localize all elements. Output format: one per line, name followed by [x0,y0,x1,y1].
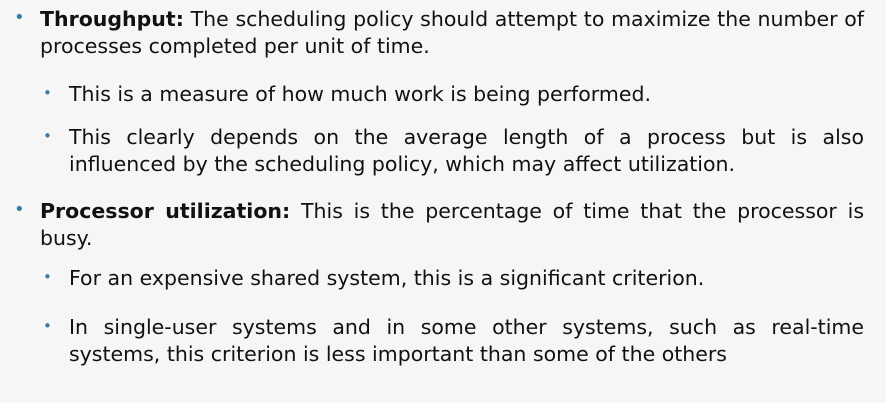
sub-bullet-icon: • [43,127,52,145]
sub-bullet-icon: • [43,317,52,335]
sub-bullet-item: This is a measure of how much work is be… [69,81,864,108]
sub-bullet-item: In single-user systems and in some other… [69,314,864,368]
bullet-icon: • [14,199,25,220]
sub-bullet-icon: • [43,84,52,102]
sub-bullet-icon: • [43,268,52,286]
term-throughput: Throughput: [40,7,184,31]
bullet-icon: • [14,7,25,28]
sub-item-text: This is a measure of how much work is be… [69,82,651,106]
sub-bullet-item: For an expensive shared system, this is … [69,265,864,292]
sub-item-text: For an expensive shared system, this is … [69,266,705,290]
bullet-item-throughput: Throughput: The scheduling policy should… [40,6,864,60]
description-processor-utilization: This is the percentage of time that the … [40,199,865,250]
sub-item-text: In single-user systems and in some other… [69,315,864,366]
description-throughput: The scheduling policy should attempt to … [40,7,864,58]
term-processor-utilization: Processor utilization: [40,199,291,223]
sub-bullet-item: This clearly depends on the average leng… [69,124,864,178]
sub-item-text: This clearly depends on the average leng… [69,125,864,176]
bullet-item-processor-utilization: Processor utilization: This is the perce… [40,198,864,252]
